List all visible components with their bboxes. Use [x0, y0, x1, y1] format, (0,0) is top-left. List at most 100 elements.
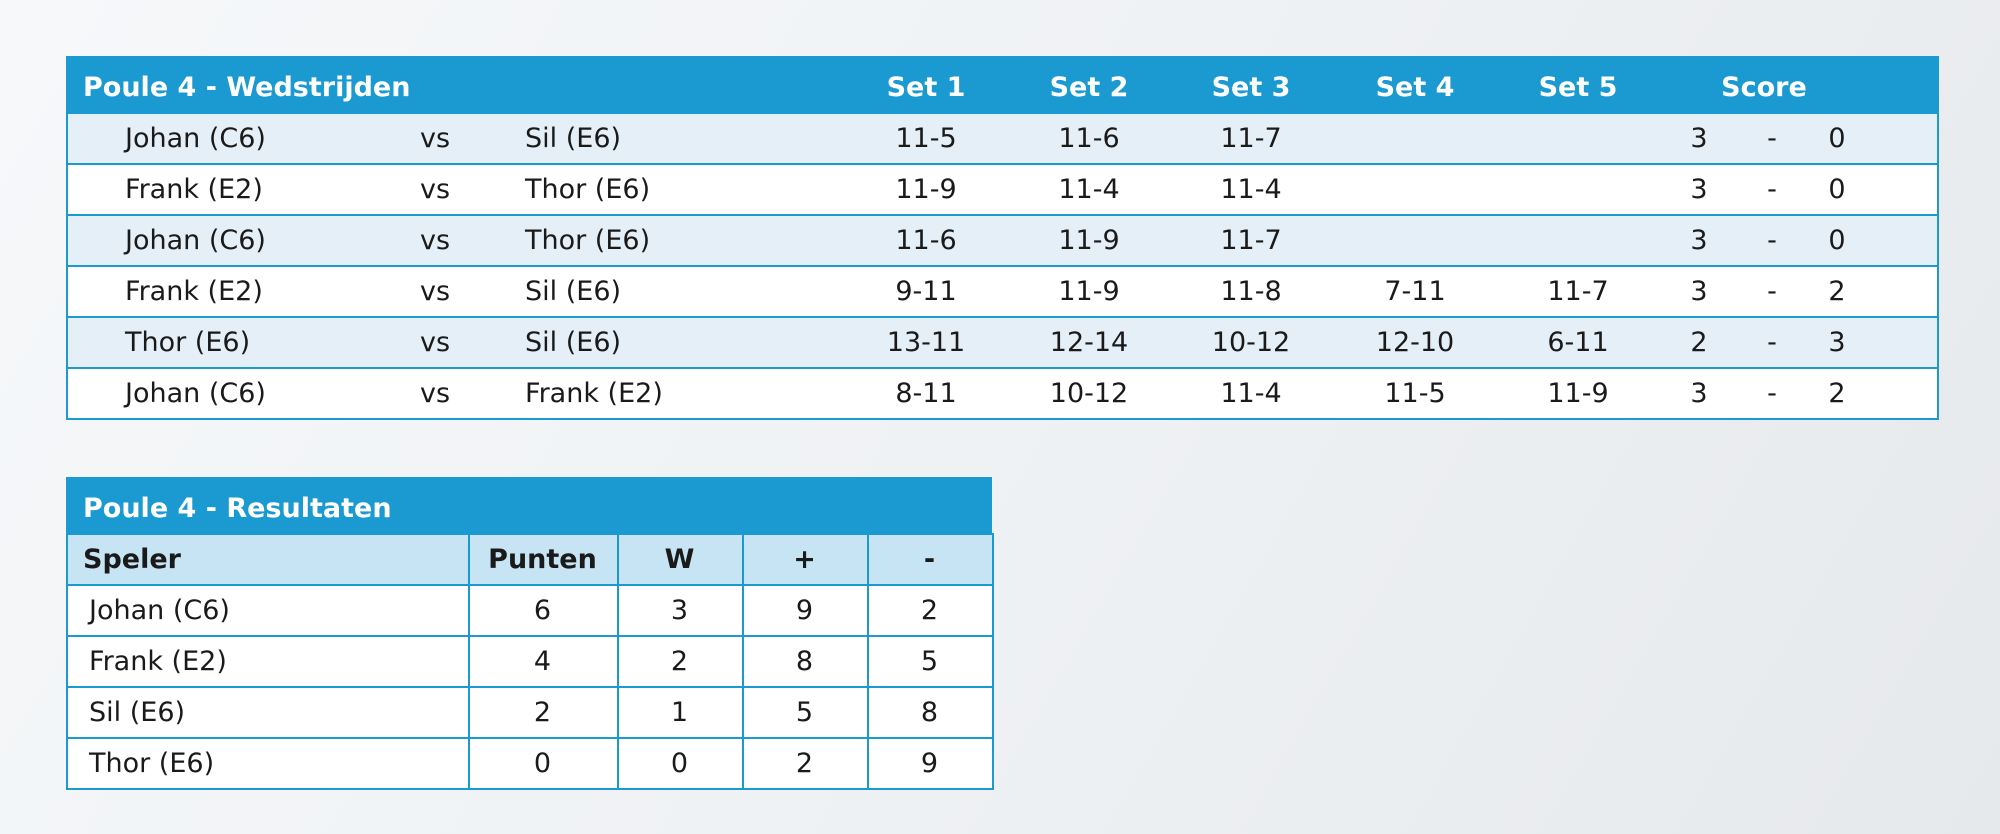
player2: Frank (E2) — [525, 378, 663, 409]
results-col-header — [617, 533, 744, 586]
set-header: Set 4 — [1375, 72, 1455, 103]
set-score: 11-9 — [1547, 378, 1609, 409]
match-row — [66, 112, 1939, 165]
set-score: 11-5 — [1384, 378, 1446, 409]
results-value: 4 — [533, 646, 552, 677]
score-separator: - — [1767, 327, 1777, 358]
score2: 0 — [1828, 174, 1846, 205]
set-score: 7-11 — [1384, 276, 1446, 307]
results-header — [66, 477, 992, 533]
results-cell — [468, 635, 619, 688]
results-title: Poule 4 - Resultaten — [83, 493, 392, 524]
set-header: Set 5 — [1538, 72, 1618, 103]
results-value: 9 — [920, 748, 939, 779]
results-col-label: W — [664, 544, 695, 575]
match-row — [66, 316, 1939, 369]
results-col-header — [66, 533, 470, 586]
score-separator: - — [1767, 378, 1777, 409]
set-score: 8-11 — [895, 378, 957, 409]
match-row — [66, 163, 1939, 216]
score1: 3 — [1690, 123, 1708, 154]
set-score: 11-4 — [1058, 174, 1120, 205]
player1: Frank (E2) — [125, 276, 263, 307]
versus: vs — [419, 378, 451, 409]
results-value: 0 — [670, 748, 689, 779]
player1: Johan (C6) — [125, 225, 266, 256]
player1: Johan (C6) — [125, 378, 266, 409]
score-separator: - — [1767, 123, 1777, 154]
match-row — [66, 214, 1939, 267]
player2: Thor (E6) — [525, 174, 651, 205]
results-cell — [468, 737, 619, 790]
versus: vs — [419, 174, 451, 205]
results-col-header — [742, 533, 869, 586]
results-value: 2 — [533, 697, 552, 728]
set-score: 11-6 — [895, 225, 957, 256]
set-score: 6-11 — [1547, 327, 1609, 358]
player-name: Frank (E2) — [89, 646, 227, 677]
results-col-label: Punten — [488, 544, 597, 575]
results-value: 9 — [795, 595, 814, 626]
set-score: 9-11 — [895, 276, 957, 307]
score-separator: - — [1767, 276, 1777, 307]
results-cell — [867, 737, 994, 790]
set-header: Set 1 — [886, 72, 966, 103]
versus: vs — [419, 123, 451, 154]
versus: vs — [419, 225, 451, 256]
player-name: Johan (C6) — [89, 595, 230, 626]
set-score: 11-7 — [1220, 123, 1282, 154]
player1: Thor (E6) — [125, 327, 251, 358]
results-value: 2 — [920, 595, 939, 626]
results-cell — [66, 635, 470, 688]
results-value: 8 — [795, 646, 814, 677]
set-score: 11-7 — [1220, 225, 1282, 256]
score1: 3 — [1690, 378, 1708, 409]
score1: 3 — [1690, 225, 1708, 256]
score1: 3 — [1690, 174, 1708, 205]
results-value: 5 — [795, 697, 814, 728]
score2: 3 — [1828, 327, 1846, 358]
results-cell — [867, 635, 994, 688]
set-score: 11-6 — [1058, 123, 1120, 154]
results-col-label: + — [793, 544, 816, 575]
set-score: 11-9 — [1058, 225, 1120, 256]
player-name: Sil (E6) — [89, 697, 186, 728]
set-score: 11-8 — [1220, 276, 1282, 307]
score-header: Score — [1721, 72, 1807, 103]
results-value: 3 — [670, 595, 689, 626]
results-value: 2 — [670, 646, 689, 677]
matches-title: Poule 4 - Wedstrijden — [83, 72, 411, 103]
set-score: 10-12 — [1211, 327, 1291, 358]
set-score: 11-9 — [1058, 276, 1120, 307]
score2: 2 — [1828, 276, 1846, 307]
results-value: 6 — [533, 595, 552, 626]
results-value: 2 — [795, 748, 814, 779]
set-score: 11-4 — [1220, 174, 1282, 205]
versus: vs — [419, 327, 451, 358]
player1: Frank (E2) — [125, 174, 263, 205]
set-score: 13-11 — [886, 327, 966, 358]
score2: 0 — [1828, 123, 1846, 154]
score1: 3 — [1690, 276, 1708, 307]
set-score: 11-9 — [895, 174, 957, 205]
set-score: 12-14 — [1049, 327, 1129, 358]
results-value: 8 — [920, 697, 939, 728]
player1: Johan (C6) — [125, 123, 266, 154]
set-score: 11-4 — [1220, 378, 1282, 409]
player2: Sil (E6) — [525, 327, 622, 358]
score2: 2 — [1828, 378, 1846, 409]
set-score: 11-5 — [895, 123, 957, 154]
match-row — [66, 367, 1939, 420]
versus: vs — [419, 276, 451, 307]
set-score: 12-10 — [1375, 327, 1455, 358]
matches-header — [66, 56, 1939, 112]
player2: Thor (E6) — [525, 225, 651, 256]
player2: Sil (E6) — [525, 123, 622, 154]
results-col-label: - — [923, 544, 936, 575]
player-name: Thor (E6) — [89, 748, 215, 779]
set-header: Set 3 — [1211, 72, 1291, 103]
results-cell — [617, 737, 744, 790]
results-cell — [66, 737, 470, 790]
score-separator: - — [1767, 225, 1777, 256]
